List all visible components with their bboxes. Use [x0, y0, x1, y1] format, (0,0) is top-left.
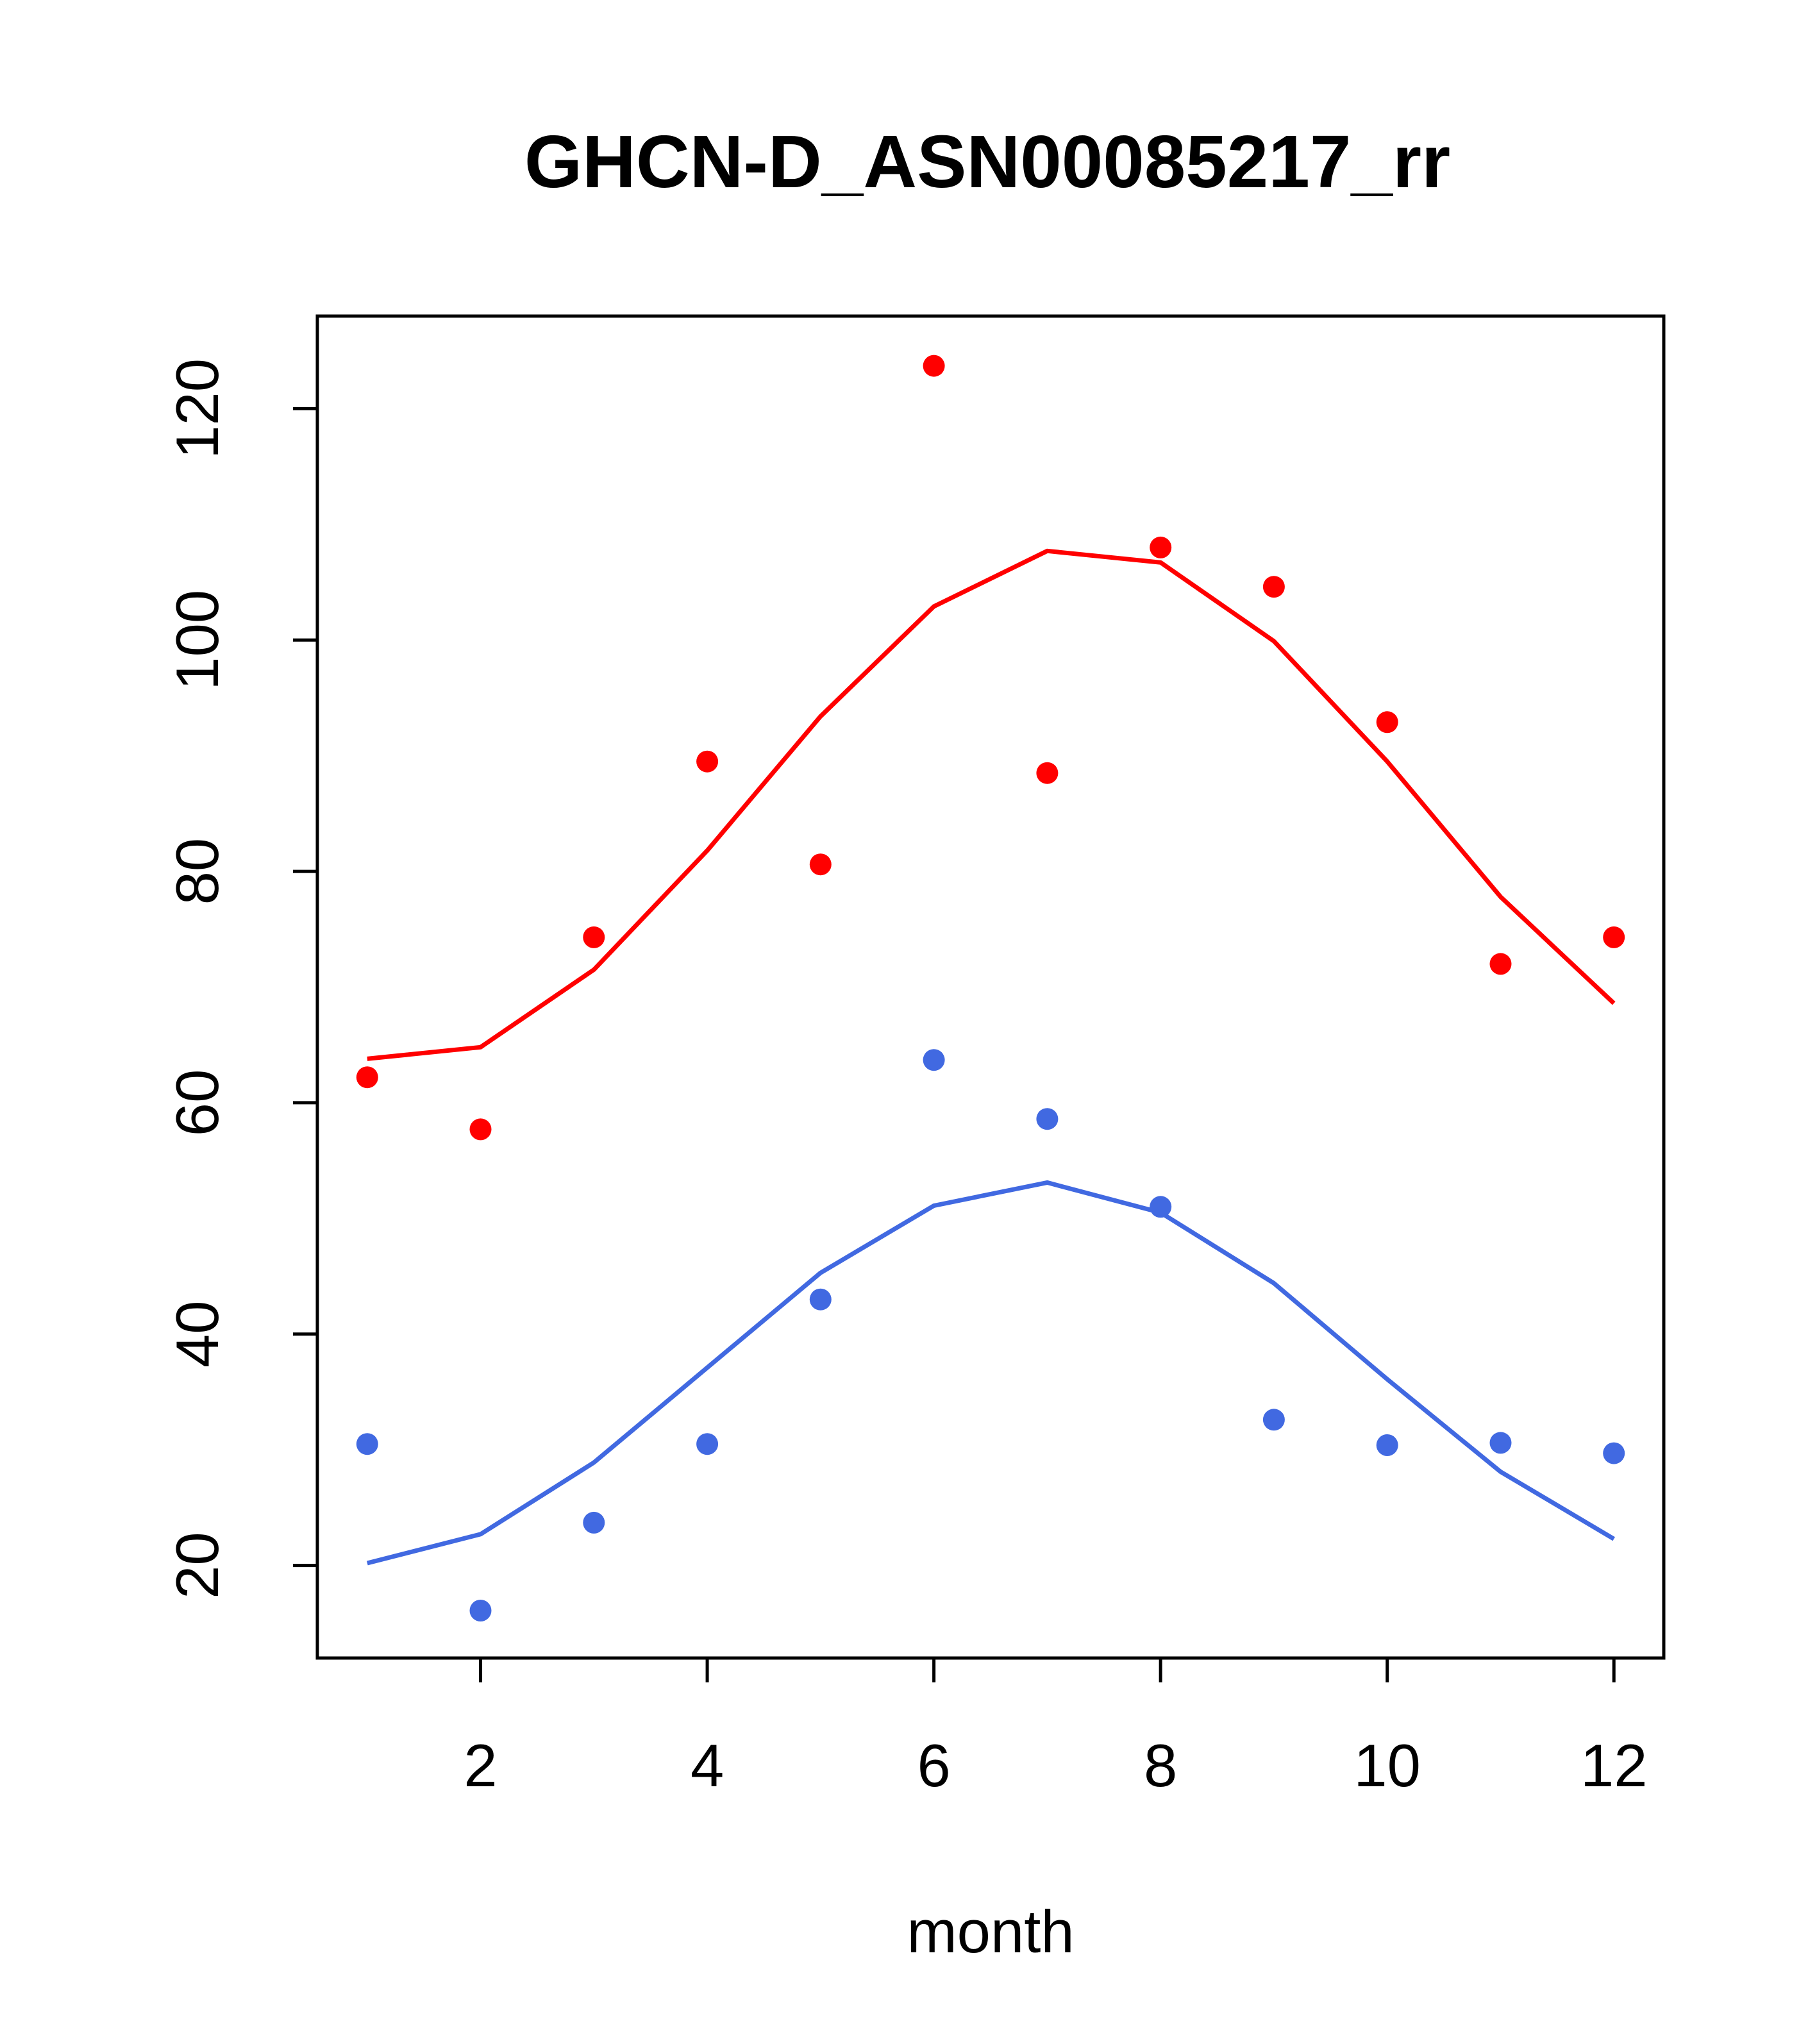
x-tick-label: 4: [691, 1732, 724, 1799]
x-tick-label: 2: [464, 1732, 497, 1799]
series-2-point: [696, 1433, 719, 1455]
series-2-point: [923, 1049, 945, 1071]
x-tick-label: 12: [1580, 1732, 1648, 1799]
series-2-point: [1150, 1196, 1172, 1218]
series-1-point: [696, 750, 719, 773]
series-1-point: [469, 1118, 492, 1141]
x-axis: 2 4 6 8 10 12: [464, 1658, 1648, 1799]
y-tick-label: 100: [163, 590, 231, 691]
series-2-point: [1262, 1409, 1285, 1431]
series-2-point: [809, 1288, 832, 1311]
series-1-point: [1603, 926, 1625, 948]
x-axis-label: month: [907, 1898, 1074, 1965]
series-2-point: [469, 1600, 492, 1621]
series-1-point: [1036, 762, 1059, 784]
y-tick-label: 40: [163, 1301, 231, 1368]
chart-title: GHCN-D_ASN00085217_rr: [524, 120, 1450, 203]
plot-frame: [315, 314, 1666, 1660]
y-tick-label: 60: [163, 1069, 231, 1137]
series-2-point: [1603, 1442, 1625, 1464]
y-tick-label: 80: [163, 838, 231, 905]
series-2-point: [356, 1433, 378, 1455]
series-1-point: [583, 926, 605, 948]
series-layer: [356, 355, 1625, 1621]
series-2-point: [583, 1511, 605, 1534]
series-2-point: [1036, 1108, 1059, 1130]
series-1-point: [809, 853, 832, 876]
series-1-point: [923, 355, 945, 377]
series-2-point: [1376, 1434, 1398, 1456]
x-tick-label: 6: [917, 1732, 950, 1799]
series-1-point: [1262, 576, 1285, 598]
series-1-point: [356, 1066, 378, 1089]
series-1-point: [1376, 711, 1398, 733]
series-1-point: [1150, 536, 1172, 558]
y-axis: 20 40 60 80 100 120: [163, 358, 317, 1599]
x-tick-label: 8: [1144, 1732, 1177, 1799]
series-2-point: [1489, 1432, 1512, 1454]
series-1-line: [367, 548, 1616, 1061]
y-tick-label: 120: [163, 358, 231, 459]
y-tick-label: 20: [163, 1532, 231, 1599]
series-1-point: [1489, 953, 1512, 975]
series-2-line: [366, 1180, 1615, 1566]
x-tick-label: 10: [1353, 1732, 1421, 1799]
